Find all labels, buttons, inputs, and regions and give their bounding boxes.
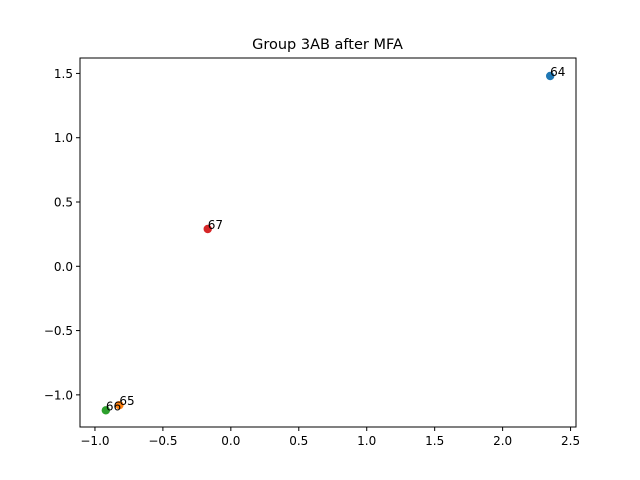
x-tick-label: −1.0 (80, 434, 109, 448)
y-tick-label: −1.0 (44, 388, 73, 402)
point-66 (101, 406, 111, 415)
y-tick-label: 0.5 (54, 196, 73, 210)
y-tick-label: 0.0 (54, 260, 73, 274)
point-65 (115, 400, 124, 410)
x-tick-label: 2.0 (493, 434, 512, 448)
x-tick-label: 2.5 (561, 434, 580, 448)
x-tick-label: 1.5 (425, 434, 444, 448)
x-tick-label: 1.0 (357, 434, 376, 448)
point-label-67: 67 (208, 218, 223, 232)
point-64 (545, 71, 555, 81)
point-67 (203, 224, 212, 234)
plot-area-frame (79, 57, 577, 428)
point-label-64: 64 (550, 65, 565, 79)
x-axis: −1.0 −0.5 0.0 0.5 1.0 1.5 2.0 2.5 (80, 427, 580, 448)
y-axis: −1.0 −0.5 0.0 0.5 1.0 1.5 (44, 67, 80, 402)
point-label-66: 66 (106, 399, 121, 413)
y-tick-label: 1.0 (54, 131, 73, 145)
point-label-65: 65 (119, 394, 134, 408)
y-tick-label: 1.5 (54, 67, 73, 81)
y-tick-label: −0.5 (44, 324, 73, 338)
chart-title: Group 3AB after MFA (252, 37, 403, 53)
x-tick-label: −0.5 (148, 434, 177, 448)
x-tick-label: 0.5 (289, 434, 308, 448)
x-tick-label: 0.0 (221, 434, 240, 448)
